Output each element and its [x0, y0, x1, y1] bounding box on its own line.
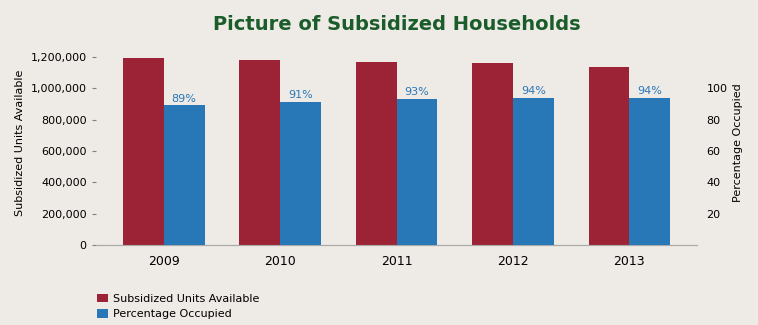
Bar [472, 63, 513, 245]
Text: 94%: 94% [521, 86, 546, 96]
Bar [513, 98, 553, 245]
Bar [164, 105, 205, 245]
Bar [280, 102, 321, 245]
Bar [396, 99, 437, 245]
Legend: Subsidized Units Available, Percentage Occupied: Subsidized Units Available, Percentage O… [96, 294, 259, 319]
Text: 93%: 93% [405, 87, 429, 97]
Text: 94%: 94% [637, 86, 662, 96]
Bar [240, 60, 280, 245]
Title: Picture of Subsidized Households: Picture of Subsidized Households [213, 15, 581, 34]
Bar [629, 98, 670, 245]
Bar [589, 67, 629, 245]
Bar [123, 58, 164, 245]
Text: 91%: 91% [288, 90, 313, 100]
Y-axis label: Subsidized Units Available: Subsidized Units Available [15, 70, 25, 216]
Text: 89%: 89% [172, 94, 196, 104]
Bar [356, 62, 396, 245]
Y-axis label: Percentage Occupied: Percentage Occupied [733, 84, 743, 202]
